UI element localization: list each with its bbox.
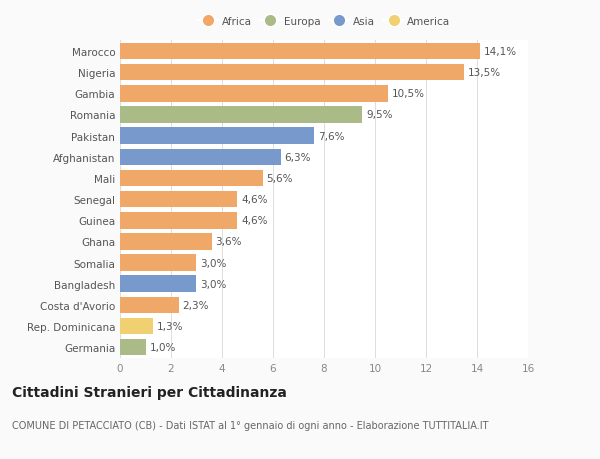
Legend: Africa, Europa, Asia, America: Africa, Europa, Asia, America — [196, 15, 452, 29]
Bar — [120, 297, 179, 313]
Text: COMUNE DI PETACCIATO (CB) - Dati ISTAT al 1° gennaio di ogni anno - Elaborazione: COMUNE DI PETACCIATO (CB) - Dati ISTAT a… — [12, 420, 488, 430]
Bar — [120, 276, 196, 292]
Bar — [120, 170, 263, 187]
Text: 10,5%: 10,5% — [392, 89, 425, 99]
Text: 14,1%: 14,1% — [484, 47, 517, 57]
Text: 6,3%: 6,3% — [284, 152, 311, 162]
Text: 9,5%: 9,5% — [366, 110, 392, 120]
Bar — [120, 44, 479, 60]
Text: 1,0%: 1,0% — [149, 342, 176, 353]
Text: Cittadini Stranieri per Cittadinanza: Cittadini Stranieri per Cittadinanza — [12, 386, 287, 399]
Bar — [120, 65, 464, 81]
Bar — [120, 234, 212, 250]
Text: 3,6%: 3,6% — [215, 237, 242, 247]
Bar — [120, 149, 281, 166]
Text: 7,6%: 7,6% — [317, 131, 344, 141]
Text: 2,3%: 2,3% — [182, 300, 209, 310]
Text: 1,3%: 1,3% — [157, 321, 184, 331]
Bar — [120, 128, 314, 145]
Bar — [120, 191, 237, 208]
Bar — [120, 255, 196, 271]
Text: 5,6%: 5,6% — [266, 174, 293, 184]
Text: 4,6%: 4,6% — [241, 195, 268, 205]
Bar — [120, 213, 237, 229]
Text: 4,6%: 4,6% — [241, 216, 268, 226]
Text: 3,0%: 3,0% — [200, 258, 227, 268]
Bar — [120, 86, 388, 102]
Bar — [120, 107, 362, 123]
Text: 3,0%: 3,0% — [200, 279, 227, 289]
Text: 13,5%: 13,5% — [468, 68, 501, 78]
Bar — [120, 339, 146, 356]
Bar — [120, 318, 153, 335]
